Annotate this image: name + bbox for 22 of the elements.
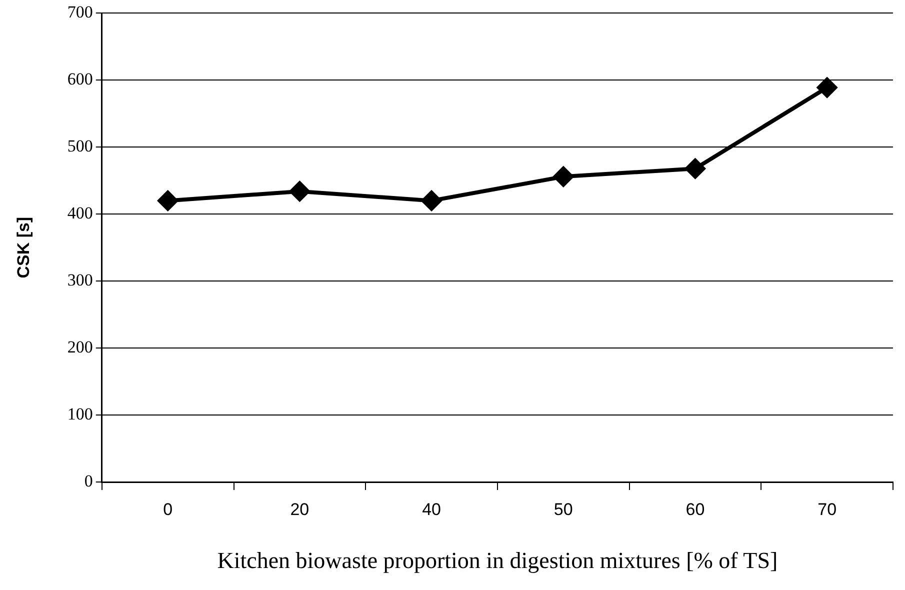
- point: [553, 166, 574, 187]
- y-tick-label: 300: [67, 270, 93, 290]
- y-tick-label: 400: [67, 204, 93, 223]
- x-tick-label: 0: [163, 500, 173, 519]
- point: [422, 190, 442, 211]
- x-tick-label: 40: [422, 500, 441, 519]
- y-tick-label: 0: [84, 471, 93, 490]
- y-axis-title: CSK [s]: [14, 216, 33, 278]
- y-tick-label: 100: [67, 404, 93, 424]
- point: [158, 190, 178, 211]
- y-tick-label: 600: [67, 70, 93, 89]
- y-tick-label: 700: [67, 2, 93, 22]
- point: [290, 181, 310, 202]
- x-tick-label: 70: [818, 500, 837, 519]
- x-tick-label: 60: [686, 500, 705, 519]
- point: [685, 158, 706, 179]
- point: [817, 78, 838, 98]
- x-tick-label: 50: [554, 500, 573, 519]
- y-tick-label: 200: [67, 338, 93, 357]
- x-tick-label: 20: [290, 500, 310, 519]
- y-tick-label: 500: [67, 136, 93, 156]
- x-axis-title: Kitchen biowaste proportion in digestion mixtures [% of TS]: [217, 548, 778, 574]
